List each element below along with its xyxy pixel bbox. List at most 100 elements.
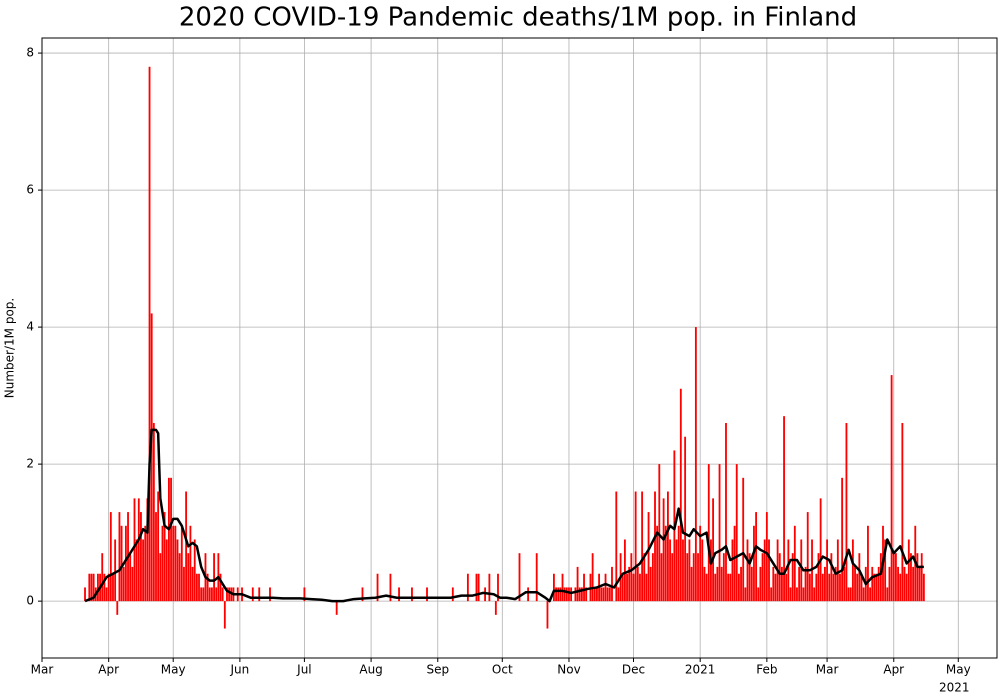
bar	[122, 566, 125, 602]
bar	[916, 553, 919, 602]
bar	[832, 573, 835, 602]
bar	[793, 525, 796, 602]
bar	[101, 553, 104, 602]
bar	[765, 512, 768, 602]
bar	[623, 539, 626, 602]
x-tick-label: Sep	[426, 663, 449, 677]
bar	[877, 566, 880, 602]
bar	[879, 553, 882, 602]
bar	[910, 553, 912, 602]
bar	[636, 566, 639, 602]
bar	[604, 573, 607, 602]
bar	[710, 539, 712, 602]
bar	[684, 436, 687, 602]
bar	[477, 573, 480, 602]
bar	[630, 553, 633, 602]
bar	[757, 587, 760, 602]
lines	[84, 428, 924, 603]
bar	[778, 553, 781, 602]
bar	[580, 587, 583, 602]
bar	[884, 539, 887, 602]
bar	[576, 566, 579, 602]
bar	[90, 573, 93, 602]
bar	[740, 566, 742, 602]
bar	[163, 512, 166, 602]
bar	[804, 566, 807, 602]
bar	[824, 566, 826, 602]
bar	[628, 566, 631, 602]
bar	[862, 587, 865, 602]
bar	[731, 539, 734, 602]
bar	[144, 525, 147, 602]
bar	[535, 553, 538, 602]
bar	[553, 573, 555, 602]
x-tick-label: Aug	[359, 663, 382, 677]
bar	[783, 416, 785, 602]
bar	[497, 573, 499, 602]
bar	[899, 573, 902, 602]
bar	[679, 388, 682, 602]
y-tick-label: 0	[26, 594, 34, 608]
bar	[821, 573, 824, 602]
bar	[860, 573, 863, 602]
plot-frame	[41, 37, 998, 659]
x-tick-label: May	[161, 663, 186, 677]
bar	[656, 525, 659, 602]
bar	[617, 587, 620, 602]
bar	[798, 566, 801, 602]
bar	[892, 553, 895, 602]
bar	[828, 573, 831, 602]
bar	[626, 573, 628, 602]
bar	[555, 587, 557, 602]
bar	[707, 464, 710, 602]
bar	[226, 587, 228, 602]
bar	[907, 539, 910, 602]
bar	[817, 553, 820, 602]
bar	[178, 553, 181, 602]
bars	[84, 66, 925, 629]
bar	[854, 566, 856, 602]
bar	[565, 587, 568, 602]
bar	[787, 539, 790, 602]
bar	[699, 525, 702, 602]
x-tick-label: Mar	[816, 663, 839, 677]
bar	[662, 498, 665, 602]
bar	[591, 553, 594, 602]
bar	[120, 525, 123, 602]
bar	[176, 539, 179, 602]
bar	[712, 498, 714, 602]
x-tick-label: Jul	[296, 663, 311, 677]
bar	[602, 587, 605, 602]
bar	[651, 553, 654, 602]
bar	[694, 327, 697, 602]
bar	[903, 566, 906, 602]
x-tick-label: Feb	[756, 663, 777, 677]
bar	[808, 573, 811, 602]
bar	[802, 587, 805, 602]
y-tick-label: 2	[26, 457, 34, 471]
bar	[206, 573, 209, 602]
bar	[193, 539, 196, 602]
bar	[649, 566, 652, 602]
bar	[488, 573, 491, 602]
bar	[596, 587, 598, 602]
bar	[223, 601, 226, 629]
bar	[557, 587, 560, 602]
bar	[905, 573, 908, 602]
bar	[839, 573, 841, 602]
bar	[191, 566, 194, 602]
bar	[720, 566, 723, 602]
bar	[97, 573, 99, 602]
bar	[875, 573, 878, 602]
bar	[221, 587, 224, 602]
bar	[763, 539, 766, 602]
bar	[690, 566, 693, 602]
bar	[847, 587, 850, 602]
bar	[88, 573, 91, 602]
bar	[843, 566, 846, 602]
bar	[796, 587, 798, 602]
bar	[303, 587, 306, 602]
bar	[561, 573, 564, 602]
